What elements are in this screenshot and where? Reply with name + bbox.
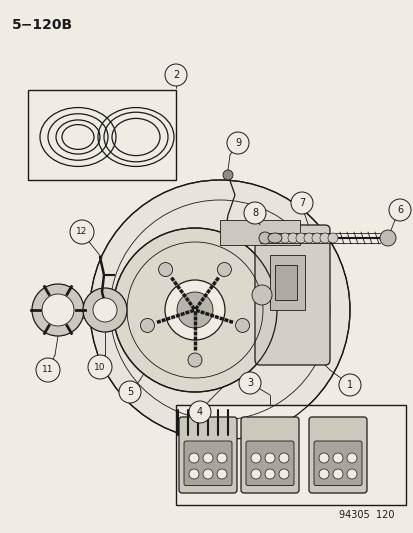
Circle shape (188, 353, 202, 367)
Circle shape (189, 401, 211, 423)
Circle shape (216, 469, 226, 479)
Bar (176, 405, 405, 505)
Circle shape (338, 374, 360, 396)
Circle shape (327, 233, 337, 243)
FancyBboxPatch shape (178, 417, 236, 493)
FancyBboxPatch shape (183, 441, 231, 486)
Circle shape (279, 233, 289, 243)
Text: 11: 11 (42, 366, 54, 375)
Circle shape (346, 453, 356, 463)
FancyBboxPatch shape (308, 417, 366, 493)
Circle shape (202, 469, 212, 479)
Bar (274, 265, 296, 300)
Circle shape (250, 469, 260, 479)
Circle shape (189, 453, 199, 463)
Text: 4: 4 (197, 407, 202, 417)
FancyBboxPatch shape (254, 225, 329, 365)
Circle shape (177, 292, 212, 328)
Circle shape (332, 453, 342, 463)
Circle shape (202, 453, 212, 463)
Ellipse shape (267, 233, 281, 243)
Circle shape (264, 453, 274, 463)
Circle shape (290, 192, 312, 214)
Circle shape (226, 132, 248, 154)
Circle shape (388, 199, 410, 221)
Circle shape (287, 233, 297, 243)
Circle shape (93, 298, 117, 322)
Circle shape (36, 358, 60, 382)
Circle shape (83, 288, 127, 332)
Circle shape (235, 318, 249, 333)
Circle shape (113, 228, 276, 392)
Circle shape (303, 233, 313, 243)
Circle shape (379, 230, 395, 246)
FancyBboxPatch shape (245, 441, 293, 486)
Circle shape (318, 469, 328, 479)
Bar (269, 255, 304, 310)
Circle shape (295, 233, 305, 243)
Circle shape (140, 318, 154, 333)
Text: 5: 5 (126, 387, 133, 397)
Circle shape (250, 453, 260, 463)
Text: 2: 2 (173, 70, 179, 80)
Text: 7: 7 (298, 198, 304, 208)
Circle shape (119, 381, 141, 403)
FancyBboxPatch shape (313, 441, 361, 486)
Circle shape (90, 180, 349, 440)
Circle shape (318, 453, 328, 463)
Circle shape (42, 294, 74, 326)
Text: 12: 12 (76, 228, 88, 237)
Bar (219, 220, 299, 245)
Text: 9: 9 (234, 138, 240, 148)
Circle shape (259, 232, 271, 244)
Circle shape (223, 170, 233, 180)
Bar (28, 90, 176, 180)
Text: 1: 1 (346, 380, 352, 390)
Circle shape (252, 285, 271, 305)
Circle shape (319, 233, 329, 243)
Circle shape (158, 263, 172, 277)
Circle shape (217, 263, 231, 277)
Circle shape (70, 220, 94, 244)
Circle shape (332, 469, 342, 479)
Circle shape (189, 469, 199, 479)
Circle shape (88, 355, 112, 379)
Circle shape (216, 453, 226, 463)
Text: 5−120B: 5−120B (12, 18, 73, 32)
Circle shape (278, 453, 288, 463)
Text: 8: 8 (252, 208, 257, 218)
Circle shape (165, 280, 224, 340)
Circle shape (165, 64, 187, 86)
Circle shape (346, 469, 356, 479)
Text: 6: 6 (396, 205, 402, 215)
Text: 3: 3 (246, 378, 252, 388)
Circle shape (243, 202, 266, 224)
Circle shape (264, 469, 274, 479)
FancyBboxPatch shape (240, 417, 298, 493)
Text: 94305  120: 94305 120 (339, 510, 394, 520)
Circle shape (238, 372, 260, 394)
Circle shape (311, 233, 321, 243)
Circle shape (32, 284, 84, 336)
Circle shape (278, 469, 288, 479)
Text: 10: 10 (94, 362, 105, 372)
